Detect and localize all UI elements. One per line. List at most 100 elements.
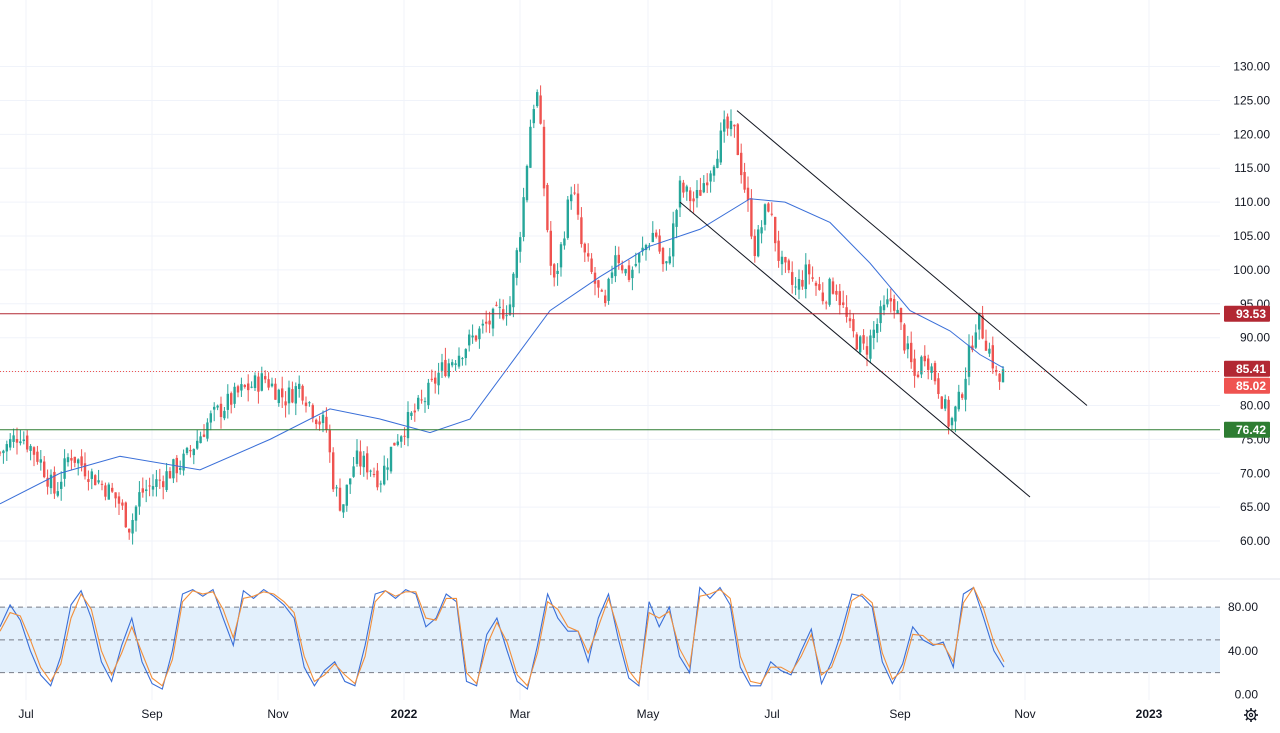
candle xyxy=(345,484,348,512)
time-tick-label: May xyxy=(637,707,660,721)
candle-body xyxy=(308,402,311,404)
candle xyxy=(570,186,573,210)
candle xyxy=(689,187,692,212)
time-tick-label: Nov xyxy=(267,707,288,721)
candle xyxy=(787,258,790,274)
candle-body xyxy=(134,506,138,521)
candle xyxy=(842,290,845,308)
oscillator-line-d xyxy=(0,586,1005,687)
candle-body xyxy=(529,126,532,168)
candle-body xyxy=(410,412,413,416)
price-label-badge xyxy=(1224,377,1270,394)
candle-body xyxy=(913,358,916,376)
candle-body xyxy=(298,383,301,390)
candle xyxy=(291,381,294,404)
candle xyxy=(223,406,226,421)
candle xyxy=(757,224,760,258)
candle-body xyxy=(920,356,923,375)
candle-body xyxy=(56,491,59,496)
candle-body xyxy=(695,190,699,199)
candle xyxy=(32,446,36,467)
candle xyxy=(481,319,484,334)
candle xyxy=(138,481,141,515)
candle xyxy=(706,173,709,194)
candle-body xyxy=(182,453,185,471)
settings-gear-icon[interactable] xyxy=(1244,708,1258,722)
candle-body xyxy=(767,203,770,212)
candle-body xyxy=(835,290,838,295)
candle-body xyxy=(896,309,899,314)
candle xyxy=(192,448,195,465)
candle xyxy=(158,468,161,489)
candle-body xyxy=(964,378,967,400)
candle xyxy=(498,298,501,319)
candle-body xyxy=(151,486,155,490)
candle xyxy=(318,415,321,431)
candle xyxy=(117,492,121,516)
candle-body xyxy=(9,439,12,448)
candle-body xyxy=(5,444,8,452)
candle-body xyxy=(600,290,603,292)
candle-body xyxy=(893,298,896,311)
candle-body xyxy=(580,217,583,245)
candle-body xyxy=(454,363,457,365)
candle xyxy=(590,253,593,275)
candle-body xyxy=(90,471,93,479)
candle-body xyxy=(468,334,471,346)
candle xyxy=(2,449,5,464)
candle xyxy=(250,381,253,389)
candle xyxy=(73,456,76,468)
candle xyxy=(869,329,872,364)
candle xyxy=(355,439,359,467)
candle-body xyxy=(434,377,437,384)
candle-body xyxy=(593,272,597,284)
candle xyxy=(984,329,988,351)
candle xyxy=(53,466,56,499)
candle xyxy=(508,296,512,317)
candle xyxy=(930,363,933,380)
price-tick-label: 110.00 xyxy=(1234,195,1270,209)
candle-body xyxy=(644,245,648,251)
candle xyxy=(22,431,25,445)
candle xyxy=(219,396,223,429)
trend-channel-upper[interactable] xyxy=(736,110,1088,406)
trend-channel-lower[interactable] xyxy=(679,201,1031,498)
candle-body xyxy=(240,384,243,391)
candle xyxy=(36,445,39,465)
candle xyxy=(777,230,780,268)
candle-body xyxy=(335,487,338,489)
candle-body xyxy=(236,386,240,393)
candle-body xyxy=(876,324,879,333)
candle-body xyxy=(464,349,467,359)
oscillator-line-k xyxy=(0,586,1005,691)
candle xyxy=(420,389,423,404)
candle xyxy=(923,345,926,367)
candle xyxy=(471,324,474,344)
candle-body xyxy=(818,284,821,290)
candle xyxy=(213,402,216,422)
candle-body xyxy=(729,120,733,130)
candle-body xyxy=(719,130,722,163)
candle-body xyxy=(396,441,399,445)
candle xyxy=(0,451,2,457)
candle-body xyxy=(417,397,420,410)
candle-body xyxy=(376,470,379,488)
candle xyxy=(104,482,107,501)
candle xyxy=(767,202,770,213)
candle-body xyxy=(379,483,382,485)
candle xyxy=(338,478,342,512)
candle-body xyxy=(961,394,964,398)
candle xyxy=(400,435,403,448)
candle-body xyxy=(546,184,549,231)
candle-body xyxy=(423,401,427,403)
candle xyxy=(362,451,365,477)
candle-body xyxy=(859,336,862,353)
price-tick-label: 80.00 xyxy=(1240,398,1270,412)
candle-body xyxy=(202,434,206,437)
candle xyxy=(845,295,848,323)
candle xyxy=(831,277,835,295)
candle-body xyxy=(168,471,172,479)
candle xyxy=(658,229,661,254)
candle xyxy=(933,360,937,385)
